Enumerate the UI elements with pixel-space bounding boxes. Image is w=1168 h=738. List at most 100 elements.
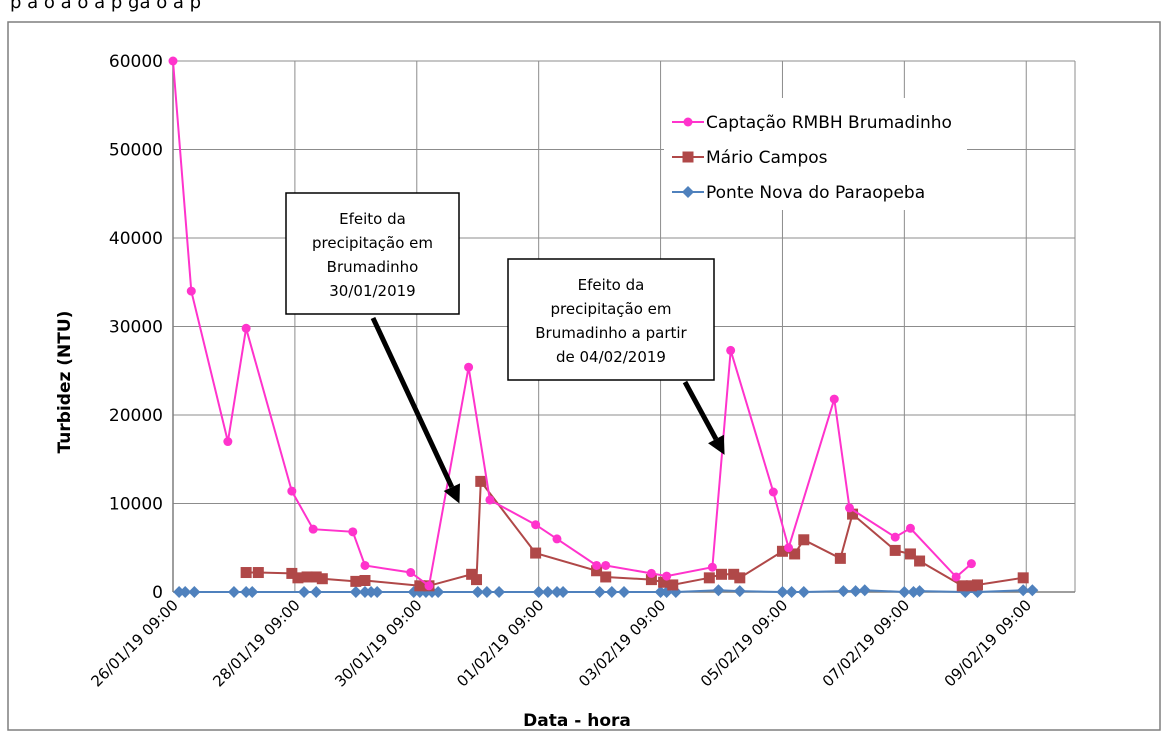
data-point — [557, 586, 570, 598]
data-point — [173, 586, 186, 598]
data-point — [308, 524, 318, 534]
series-line — [172, 60, 973, 588]
data-point — [179, 586, 192, 598]
data-point — [914, 555, 926, 567]
data-point — [186, 286, 196, 296]
data-point — [471, 586, 484, 598]
data-point — [618, 586, 630, 598]
series-square — [240, 475, 1029, 592]
data-point — [292, 572, 304, 584]
data-point — [601, 560, 611, 570]
data-point — [1026, 584, 1039, 597]
data-point — [593, 586, 606, 598]
data-point — [654, 586, 667, 598]
data-point — [592, 560, 602, 570]
data-point — [316, 573, 328, 585]
data-point — [898, 586, 911, 598]
y-tick-label: 0 — [152, 583, 163, 603]
y-tick-label: 60000 — [109, 52, 163, 72]
data-point — [834, 552, 846, 564]
data-point — [287, 486, 297, 496]
data-point — [475, 475, 487, 487]
callout-text-line: precipitação em — [551, 300, 672, 318]
data-point — [432, 586, 445, 598]
data-point — [890, 532, 900, 542]
data-point — [829, 394, 839, 404]
data-point — [531, 520, 541, 530]
data-point — [406, 568, 416, 578]
data-point — [298, 586, 311, 598]
data-point — [301, 571, 313, 583]
data-point — [252, 567, 264, 579]
callout-text-line: 30/01/2019 — [329, 282, 415, 300]
series-circle — [168, 56, 976, 591]
data-point — [485, 495, 495, 505]
data-point — [550, 586, 563, 598]
callout-text-line: precipitação em — [312, 234, 433, 252]
data-point — [845, 503, 854, 513]
y-tick-label: 20000 — [109, 406, 163, 426]
data-point — [1017, 572, 1029, 584]
y-axis-title: Turbidez (NTU) — [55, 311, 75, 454]
callout-left: Efeito da precipitação em Brumadinho 30/01/… — [285, 192, 461, 504]
data-point — [858, 584, 871, 597]
y-tick-label: 50000 — [109, 141, 163, 161]
data-point — [371, 586, 384, 598]
data-point — [241, 323, 251, 333]
data-point — [703, 572, 715, 584]
data-point — [966, 559, 976, 569]
data-point — [847, 508, 859, 520]
data-point — [286, 567, 298, 579]
data-point — [223, 437, 233, 447]
data-point — [667, 579, 679, 591]
x-axis-title: Data - hora — [523, 711, 631, 731]
callout-text-line: Efeito da — [339, 210, 406, 228]
callout-arrow-shaft — [682, 380, 719, 441]
data-point — [789, 548, 801, 560]
data-point — [552, 534, 562, 544]
callout-text-line: Efeito da — [578, 276, 645, 294]
data-point — [913, 585, 926, 598]
callout-right: Efeito da precipitação em Brumadinho a par… — [507, 258, 725, 455]
legend-label: Captação RMBH Brumadinho — [706, 113, 952, 133]
data-point — [707, 562, 717, 572]
legend: Captação RMBH Brumadinho Mário Campos Pont… — [664, 98, 967, 210]
data-point — [471, 574, 483, 586]
callout-arrow-shaft — [370, 316, 455, 489]
data-point — [424, 581, 434, 591]
data-point — [965, 580, 977, 592]
data-point — [358, 586, 371, 598]
chart-border — [7, 21, 1161, 731]
legend-label: Ponte Nova do Paraopeba — [706, 183, 925, 203]
data-point — [168, 56, 178, 66]
data-point — [349, 586, 362, 598]
callout-text-line: Brumadinho — [327, 258, 419, 276]
data-point — [849, 585, 862, 598]
data-point — [768, 487, 778, 497]
data-point — [310, 586, 323, 598]
data-point — [360, 560, 370, 570]
data-point — [662, 571, 672, 581]
series-diamond — [173, 584, 1039, 598]
series-layer — [168, 56, 1039, 598]
data-point — [784, 543, 794, 553]
data-point — [905, 523, 915, 533]
data-point — [776, 586, 789, 598]
data-point — [971, 579, 983, 591]
data-point — [605, 586, 618, 598]
callout-box — [507, 258, 715, 381]
y-tick-label: 10000 — [109, 495, 163, 515]
data-point — [712, 584, 725, 597]
legend-box — [664, 98, 967, 210]
callout-text-line: Brumadinho a partir — [535, 324, 687, 342]
data-point — [904, 548, 916, 560]
data-point — [530, 547, 542, 559]
data-point — [1017, 584, 1030, 597]
data-point — [464, 362, 474, 372]
data-point — [726, 345, 736, 355]
data-point — [785, 586, 798, 598]
data-point — [645, 574, 657, 586]
y-tick-label: 40000 — [109, 229, 163, 249]
data-point — [240, 567, 252, 579]
